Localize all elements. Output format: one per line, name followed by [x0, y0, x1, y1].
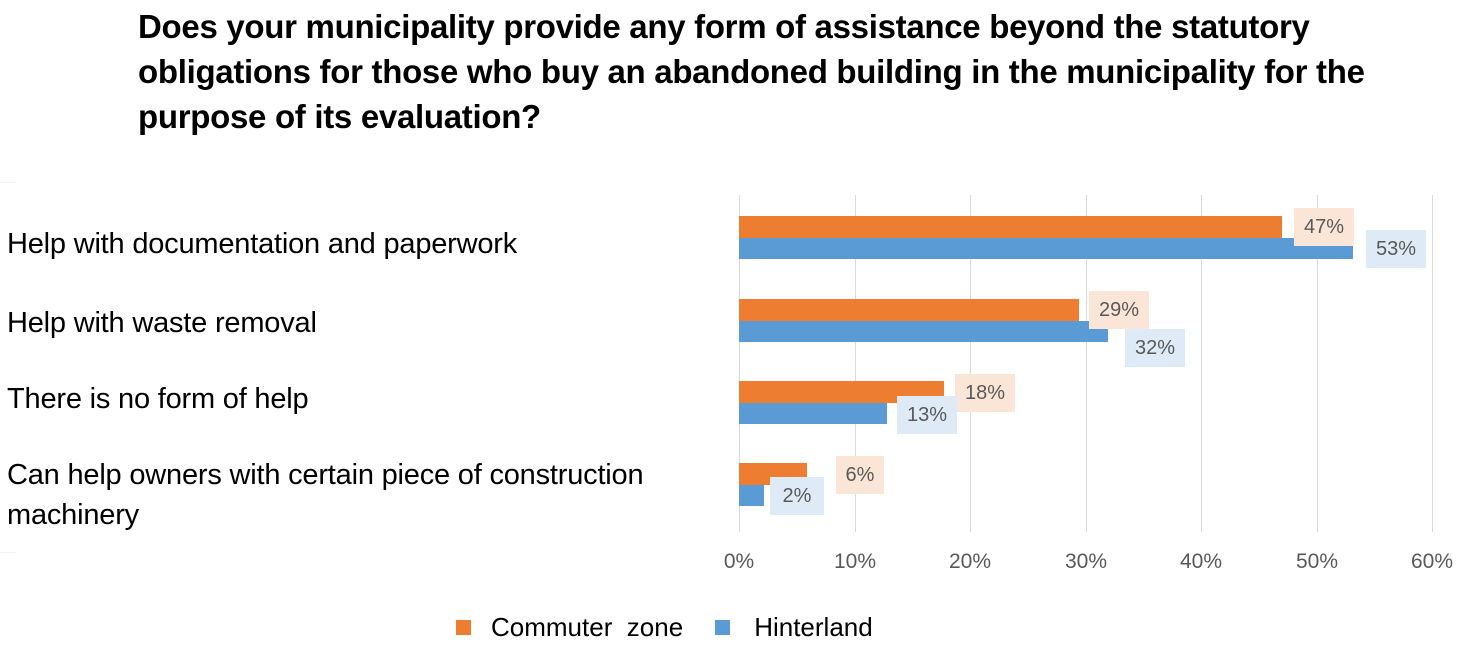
data-label-hinterland-no-help: 13% — [897, 396, 957, 434]
bar-commuter-no-help — [739, 381, 944, 403]
legend: Commuter zone Hinterland — [456, 612, 873, 643]
bar-commuter-documentation — [739, 216, 1282, 238]
legend-item-hinterland: Hinterland — [715, 612, 873, 643]
chart-title: Does your municipality provide any form … — [138, 8, 1365, 135]
bar-hinterland-documentation — [739, 238, 1353, 259]
legend-swatch-blue-icon — [715, 620, 731, 635]
legend-item-commuter-zone: Commuter zone — [456, 612, 683, 643]
gridline-30 — [1086, 195, 1087, 532]
gridline-0 — [739, 195, 740, 532]
bar-hinterland-machinery — [739, 485, 764, 506]
legend-label-hinterland: Hinterland — [754, 612, 873, 642]
gridline-10 — [855, 195, 856, 532]
tick-label-30: 30% — [1064, 550, 1108, 573]
category-label-waste-removal: Help with waste removal — [7, 307, 317, 339]
tick-label-40: 40% — [1179, 550, 1223, 573]
data-label-hinterland-waste-removal: 32% — [1125, 329, 1185, 367]
tick-label-50: 50% — [1295, 550, 1339, 573]
frame-line-bottom — [0, 552, 16, 553]
data-label-commuter-machinery: 6% — [836, 456, 884, 494]
category-label-machinery: Can help owners with certain piece of co… — [7, 459, 644, 531]
data-label-commuter-no-help: 18% — [955, 374, 1015, 412]
tick-label-20: 20% — [948, 550, 992, 573]
legend-label-commuter-zone: Commuter zone — [491, 612, 684, 642]
gridline-60 — [1432, 195, 1433, 532]
category-label-no-help: There is no form of help — [7, 383, 309, 415]
data-label-commuter-documentation: 47% — [1294, 208, 1354, 246]
bar-hinterland-no-help — [739, 403, 887, 424]
gridline-40 — [1201, 195, 1202, 532]
legend-swatch-orange-icon — [456, 620, 471, 635]
frame-line-top — [0, 182, 16, 183]
tick-label-60: 60% — [1410, 550, 1454, 573]
gridline-50 — [1317, 195, 1318, 532]
data-label-hinterland-machinery: 2% — [770, 477, 824, 515]
category-label-documentation: Help with documentation and paperwork — [7, 228, 518, 260]
data-label-hinterland-documentation: 53% — [1366, 230, 1426, 268]
bar-hinterland-waste-removal — [739, 321, 1108, 342]
gridline-20 — [970, 195, 971, 532]
data-label-commuter-waste-removal: 29% — [1089, 291, 1149, 329]
bar-commuter-waste-removal — [739, 299, 1079, 321]
tick-label-0: 0% — [723, 550, 755, 573]
tick-label-10: 10% — [833, 550, 877, 573]
